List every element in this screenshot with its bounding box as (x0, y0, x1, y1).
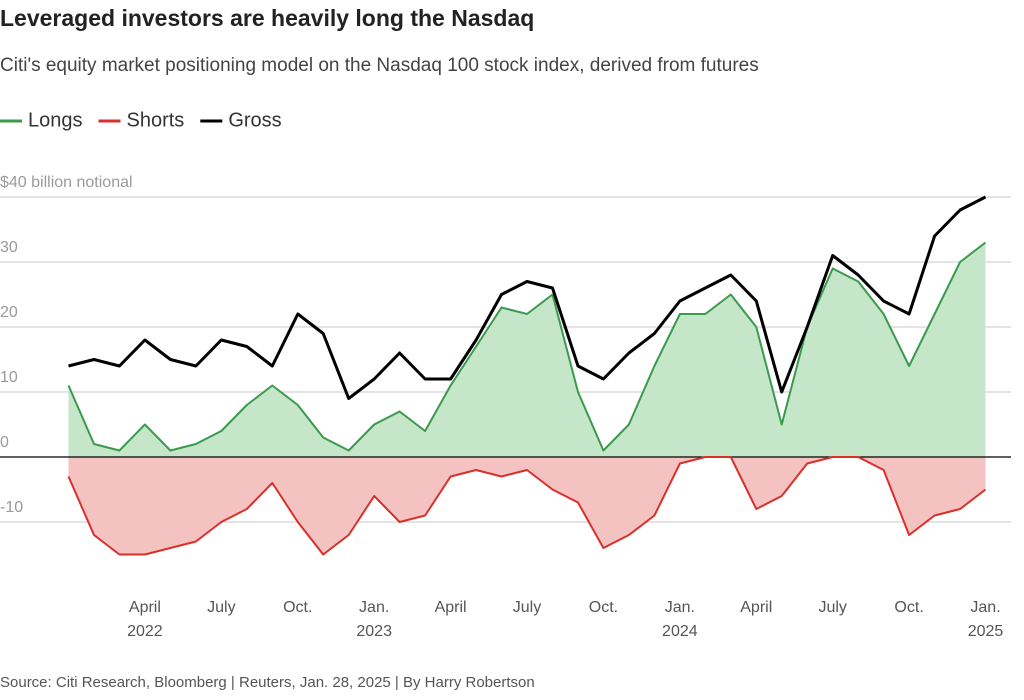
chart-title: Leveraged investors are heavily long the… (0, 5, 534, 31)
y-tick-label: 0 (0, 434, 9, 451)
x-tick-label: April (435, 599, 467, 616)
x-year-label: 2022 (127, 623, 163, 640)
line (67, 456, 987, 556)
x-tick-label: July (818, 599, 846, 616)
x-year-label: 2024 (662, 623, 698, 640)
x-tick-label: July (207, 599, 235, 616)
x-tick-label: Jan. (665, 599, 695, 616)
line (68, 195, 987, 400)
x-tick-label: Oct. (894, 599, 923, 616)
chart-subtitle: Citi's equity market positioning model o… (0, 55, 759, 76)
x-tick-label: April (129, 599, 161, 616)
legend-label: Gross (228, 109, 281, 131)
x-year-label: 2023 (356, 623, 392, 640)
legend-label: Shorts (127, 109, 185, 131)
y-tick-label: $40 billion notional (0, 174, 133, 191)
x-tick-label: April (740, 599, 772, 616)
x-tick-label: July (513, 599, 541, 616)
x-tick-label: Jan. (970, 599, 1000, 616)
x-year-label: 2025 (968, 623, 1004, 640)
y-tick-label: 20 (0, 304, 18, 321)
x-tick-label: Jan. (359, 599, 389, 616)
y-tick-label: 30 (0, 239, 18, 256)
x-tick-label: Oct. (283, 599, 312, 616)
y-tick-label: 10 (0, 369, 18, 386)
y-tick-label: -10 (0, 499, 23, 516)
x-tick-label: Oct. (589, 599, 618, 616)
source-note: Source: Citi Research, Bloomberg | Reute… (0, 674, 535, 691)
legend-label: Longs (28, 109, 83, 131)
line (67, 241, 987, 452)
area (68, 242, 986, 457)
area (68, 457, 986, 555)
